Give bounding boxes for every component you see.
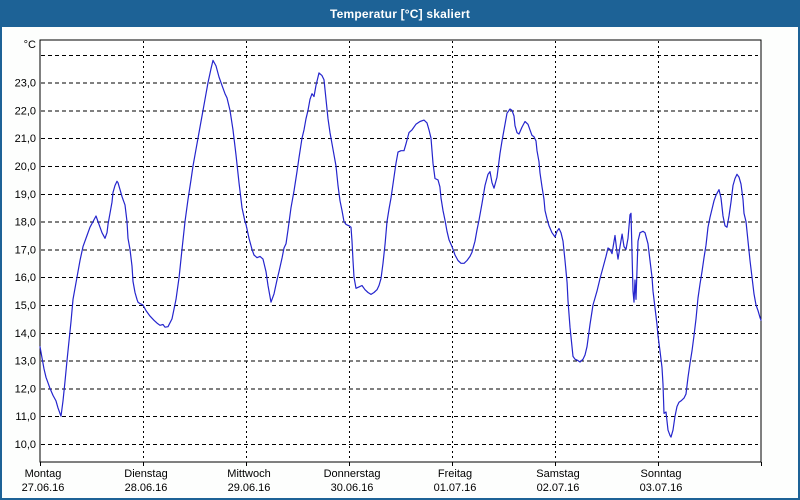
y-axis-tick-label: 13,0 bbox=[15, 356, 36, 368]
y-axis-tick-label: 15,0 bbox=[15, 300, 36, 312]
plot-area bbox=[39, 39, 762, 463]
temperature-line-chart: °C 10,0 11,0 12,0 13,0 14,0 15,0 16,0 17,0 18,0 19… bbox=[2, 27, 798, 498]
x-axis-day-label: Mittwoch bbox=[227, 468, 270, 480]
y-axis-unit-label: °C bbox=[24, 39, 36, 51]
y-axis-tick-label: 14,0 bbox=[15, 328, 36, 340]
y-axis-tick-label: 18,0 bbox=[15, 217, 36, 229]
y-axis-tick-label: 23,0 bbox=[15, 78, 36, 90]
y-axis-tick-label: 11,0 bbox=[15, 411, 36, 423]
x-axis-date-label: 29.06.16 bbox=[228, 482, 271, 494]
y-axis-tick-label: 22,0 bbox=[15, 105, 36, 117]
x-axis-day-label: Sonntag bbox=[641, 468, 682, 480]
x-axis-date-label: 28.06.16 bbox=[125, 482, 168, 494]
x-axis-date-label: 02.07.16 bbox=[537, 482, 580, 494]
y-axis-tick-label: 19,0 bbox=[15, 189, 36, 201]
y-axis-tick-label: 20,0 bbox=[15, 161, 36, 173]
x-axis-day-label: Montag bbox=[25, 468, 62, 480]
y-axis-tick-label: 12,0 bbox=[15, 383, 36, 395]
x-axis-day-label: Freitag bbox=[438, 468, 472, 480]
y-axis-tick-label: 10,0 bbox=[15, 439, 36, 451]
x-axis-day-label: Donnerstag bbox=[324, 468, 381, 480]
temperature-series-line bbox=[39, 59, 762, 438]
chart-title: Temperatur [°C] skaliert bbox=[329, 7, 471, 21]
y-axis-tick-label: 17,0 bbox=[15, 244, 36, 256]
x-axis-day-label: Samstag bbox=[536, 468, 579, 480]
y-axis-tick-label: 21,0 bbox=[15, 133, 36, 145]
x-axis-date-label: 30.06.16 bbox=[331, 482, 374, 494]
y-axis-tick-label: 16,0 bbox=[15, 272, 36, 284]
x-axis-date-label: 01.07.16 bbox=[434, 482, 477, 494]
x-axis-day-label: Dienstag bbox=[124, 468, 167, 480]
x-axis-date-label: 03.07.16 bbox=[640, 482, 683, 494]
chart-title-bar: Temperatur [°C] skaliert bbox=[2, 2, 798, 27]
x-axis-date-label: 27.06.16 bbox=[22, 482, 65, 494]
